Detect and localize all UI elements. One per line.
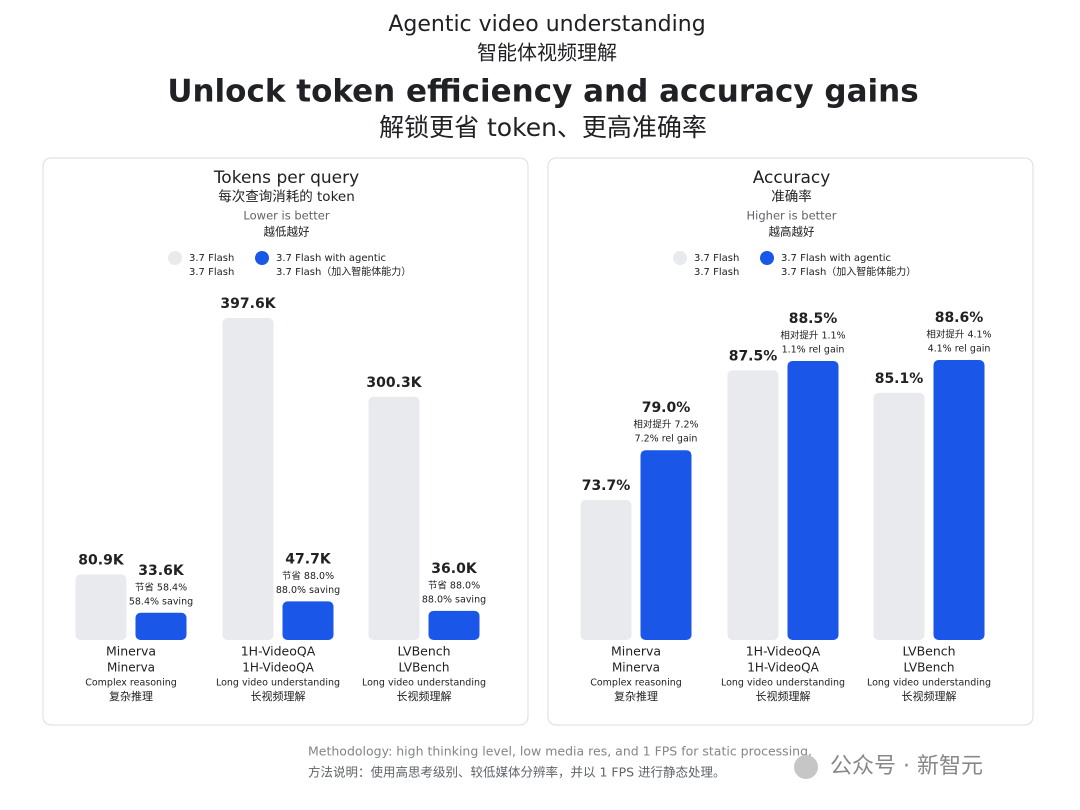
methodology: Methodology: high thinking level, low me… bbox=[308, 744, 812, 759]
main-title-zh: 解锁更省 token、更高准确率 bbox=[379, 113, 707, 142]
category-label-zh: LVBench bbox=[904, 661, 955, 675]
category-description: Complex reasoning bbox=[85, 678, 177, 689]
annotation: 4.1% rel gain bbox=[928, 344, 991, 355]
category-description: Long video understanding bbox=[216, 678, 340, 689]
legend-swatch bbox=[168, 251, 182, 265]
bar bbox=[135, 612, 187, 640]
category-description-zh: 长视频理解 bbox=[756, 689, 811, 703]
category-label-zh: LVBench bbox=[399, 661, 450, 675]
bar bbox=[580, 500, 632, 640]
bar bbox=[368, 396, 420, 640]
value-label: 88.6% bbox=[935, 310, 984, 326]
bar bbox=[640, 450, 692, 640]
value-label: 79.0% bbox=[642, 400, 691, 416]
category-description: Complex reasoning bbox=[590, 678, 682, 689]
legend-label-zh: 3.7 Flash（加入智能体能力） bbox=[781, 265, 916, 278]
annotation-zh: 相对提升 4.1% bbox=[926, 329, 991, 341]
category-description: Long video understanding bbox=[867, 678, 991, 689]
category-description-zh: 长视频理解 bbox=[397, 689, 452, 703]
annotation-zh: 节省 58.4% bbox=[135, 581, 187, 593]
annotation: 58.4% saving bbox=[129, 596, 193, 607]
category-label-zh: Minerva bbox=[107, 661, 155, 675]
value-label: 73.7% bbox=[582, 478, 631, 494]
value-label: 397.6K bbox=[220, 296, 276, 312]
legend-label: 3.7 Flash bbox=[694, 253, 739, 264]
panel-note: Higher is better bbox=[747, 209, 837, 223]
panel-note: Lower is better bbox=[243, 209, 329, 223]
category-description: Long video understanding bbox=[362, 678, 486, 689]
category-description-zh: 复杂推理 bbox=[109, 689, 153, 703]
methodology-zh: 方法说明：使用高思考级别、较低媒体分辨率，并以 1 FPS 进行静态处理。 bbox=[308, 765, 726, 780]
legend-label: 3.7 Flash with agentic bbox=[781, 253, 891, 264]
bar bbox=[222, 318, 274, 640]
bar bbox=[727, 370, 779, 640]
annotation-zh: 相对提升 7.2% bbox=[633, 419, 698, 431]
category-label: Minerva bbox=[106, 644, 156, 659]
watermark-icon bbox=[794, 755, 818, 779]
value-label: 36.0K bbox=[431, 561, 478, 577]
category-label: LVBench bbox=[397, 644, 450, 659]
category-description-zh: 长视频理解 bbox=[902, 689, 957, 703]
annotation: 1.1% rel gain bbox=[782, 344, 845, 355]
category-description-zh: 复杂推理 bbox=[614, 689, 658, 703]
bar bbox=[428, 610, 480, 640]
annotation: 7.2% rel gain bbox=[635, 434, 698, 445]
value-label: 33.6K bbox=[138, 563, 185, 579]
eyebrow-zh: 智能体视频理解 bbox=[477, 41, 617, 65]
bar bbox=[75, 574, 127, 640]
category-label: LVBench bbox=[902, 644, 955, 659]
legend-label-zh: 3.7 Flash bbox=[189, 267, 234, 278]
legend-label-zh: 3.7 Flash bbox=[694, 267, 739, 278]
value-label: 47.7K bbox=[285, 551, 332, 567]
category-label: Minerva bbox=[611, 644, 661, 659]
panel-title-zh: 准确率 bbox=[771, 188, 812, 205]
category-description-zh: 长视频理解 bbox=[251, 689, 306, 703]
legend-swatch bbox=[255, 251, 269, 265]
value-label: 300.3K bbox=[366, 375, 422, 391]
panel-title: Accuracy bbox=[753, 168, 831, 188]
value-label: 88.5% bbox=[789, 311, 838, 327]
legend-swatch bbox=[760, 251, 774, 265]
category-description: Long video understanding bbox=[721, 678, 845, 689]
annotation-zh: 相对提升 1.1% bbox=[780, 329, 845, 341]
watermark: 公众号 · 新智元 bbox=[830, 754, 983, 779]
value-label: 87.5% bbox=[729, 348, 778, 364]
category-label-zh: 1H-VideoQA bbox=[242, 661, 314, 675]
annotation: 88.0% saving bbox=[422, 594, 486, 605]
value-label: 85.1% bbox=[875, 371, 924, 387]
annotation-zh: 节省 88.0% bbox=[282, 570, 334, 582]
main-title: Unlock token efficiency and accuracy gai… bbox=[167, 74, 918, 110]
eyebrow: Agentic video understanding bbox=[388, 12, 705, 37]
category-label-zh: Minerva bbox=[612, 661, 660, 675]
bar bbox=[933, 360, 985, 640]
legend-swatch bbox=[673, 251, 687, 265]
annotation: 88.0% saving bbox=[276, 585, 340, 596]
panel-title-zh: 每次查询消耗的 token bbox=[218, 189, 355, 205]
bar bbox=[787, 360, 839, 640]
legend-label: 3.7 Flash with agentic bbox=[276, 253, 386, 264]
category-label-zh: 1H-VideoQA bbox=[747, 661, 819, 675]
legend-label-zh: 3.7 Flash（加入智能体能力） bbox=[276, 265, 411, 278]
panel-note-zh: 越高越好 bbox=[769, 225, 815, 239]
legend-label: 3.7 Flash bbox=[189, 253, 234, 264]
category-label: 1H-VideoQA bbox=[746, 644, 821, 659]
bar bbox=[282, 601, 334, 640]
value-label: 80.9K bbox=[78, 552, 125, 568]
panel-title: Tokens per query bbox=[213, 168, 359, 188]
panel-note-zh: 越低越好 bbox=[264, 225, 310, 239]
category-label: 1H-VideoQA bbox=[241, 644, 316, 659]
annotation-zh: 节省 88.0% bbox=[428, 579, 480, 591]
bar bbox=[873, 392, 925, 640]
